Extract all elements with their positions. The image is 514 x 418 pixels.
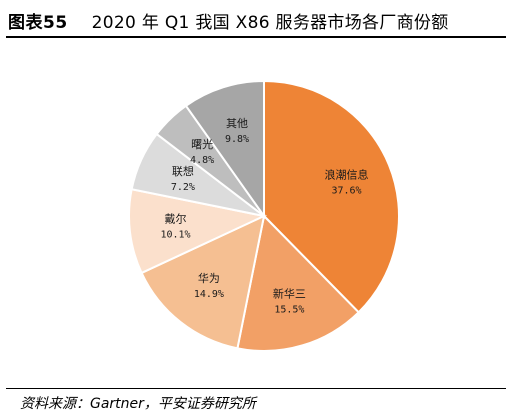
slice-label-1: 浪潮信息 — [325, 167, 369, 181]
slice-label-5: 联想 — [172, 164, 194, 178]
slice-label-2: 新华三 — [273, 286, 306, 300]
pie-slice-7 — [184, 79, 265, 220]
chart-title: 2020 年 Q1 我国 X86 服务器市场各厂商份额 — [91, 12, 449, 33]
pie-slice-2 — [236, 213, 361, 352]
slice-value-5: 7.2% — [171, 182, 195, 193]
slice-value-7: 9.8% — [225, 134, 249, 145]
bottom-rule — [6, 388, 506, 389]
top-rule — [6, 36, 506, 38]
slice-label-6: 曙光 — [191, 137, 213, 151]
pie-slice-3 — [140, 214, 266, 350]
slice-value-4: 10.1% — [160, 230, 190, 241]
source-note: 资料来源：Gartner，平安证券研究所 — [20, 396, 256, 412]
slice-label-7: 其他 — [226, 117, 248, 130]
slice-value-6: 4.8% — [190, 155, 214, 166]
pie-slice-1 — [263, 79, 400, 314]
pie-chart: 浪潮信息 37.6% 新华三 15.5% 华为 14.9% 戴尔 10.1% 联想 7.2% 曙光 4… — [128, 79, 400, 352]
figure-label: 图表55 — [8, 12, 68, 33]
slice-label-3: 华为 — [198, 271, 220, 285]
figure-header: 图表55 2020 年 Q1 我国 X86 服务器市场各厂商份额 — [8, 6, 506, 34]
slice-value-1: 37.6% — [331, 185, 361, 196]
slice-label-4: 戴尔 — [165, 212, 187, 226]
slice-value-2: 15.5% — [274, 304, 304, 315]
slice-value-3: 14.9% — [194, 289, 224, 300]
